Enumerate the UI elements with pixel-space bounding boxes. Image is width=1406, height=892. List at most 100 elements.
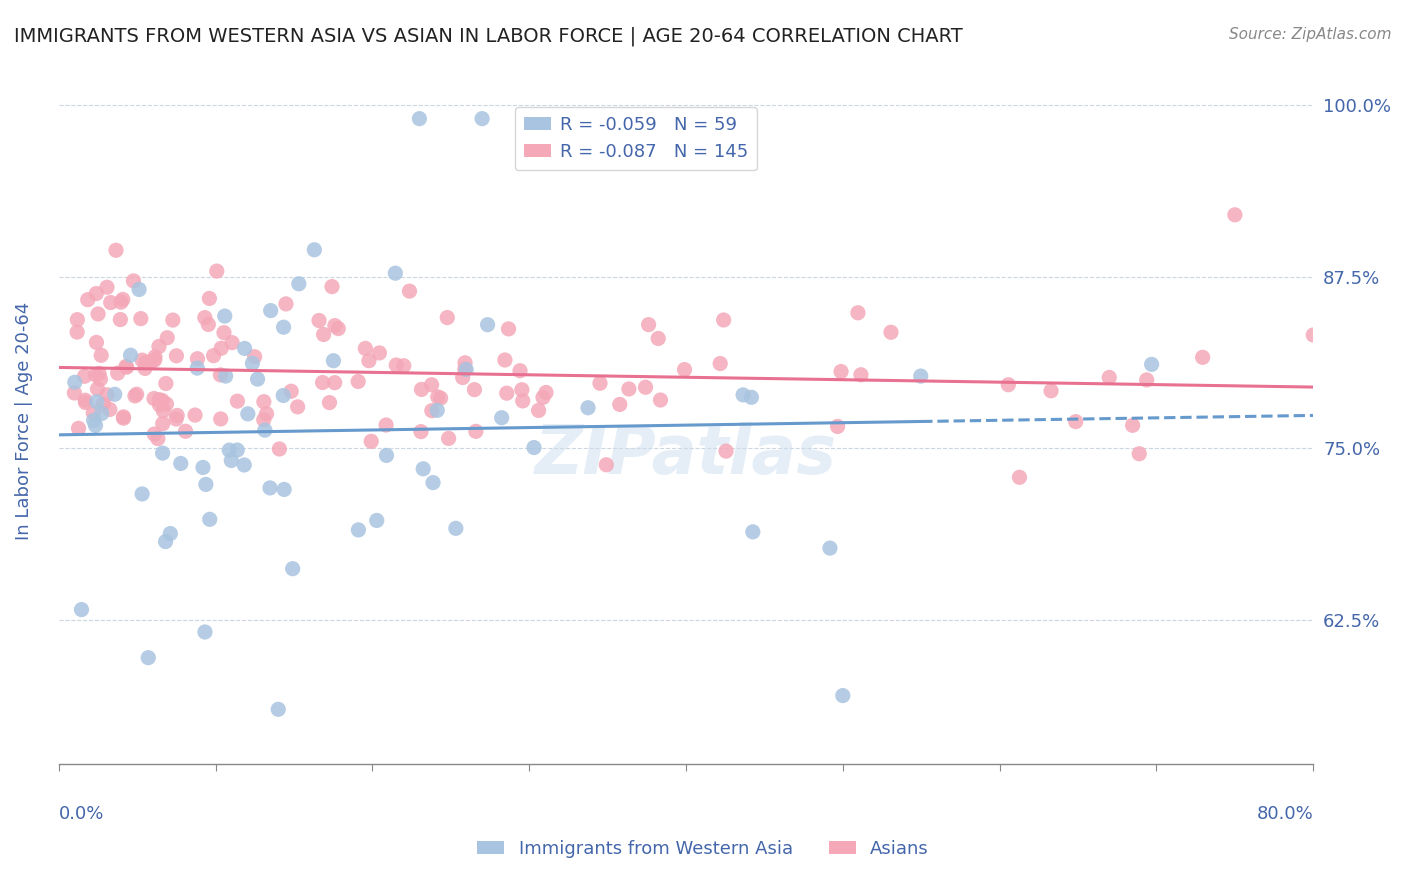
Point	[115, 359, 138, 374]
Point	[846, 306, 869, 320]
Point	[385, 358, 408, 372]
Point	[124, 389, 146, 403]
Point	[159, 526, 181, 541]
Point	[155, 397, 177, 411]
Point	[1136, 373, 1159, 387]
Point	[321, 279, 343, 293]
Point	[426, 390, 449, 404]
Point	[308, 313, 330, 327]
Text: ZIPatlas: ZIPatlas	[536, 422, 837, 488]
Point	[104, 387, 127, 401]
Point	[409, 425, 432, 439]
Point	[589, 376, 612, 391]
Point	[209, 412, 232, 426]
Point	[191, 460, 214, 475]
Point	[713, 313, 735, 327]
Point	[1098, 370, 1121, 384]
Point	[70, 602, 93, 616]
Point	[194, 625, 217, 640]
Point	[831, 689, 853, 703]
Point	[214, 309, 236, 323]
Point	[112, 411, 135, 425]
Point	[420, 403, 443, 417]
Point	[221, 335, 243, 350]
Point	[226, 394, 249, 409]
Point	[256, 407, 278, 421]
Point	[673, 362, 696, 376]
Point	[328, 321, 350, 335]
Point	[236, 407, 259, 421]
Point	[174, 424, 197, 438]
Point	[83, 413, 105, 427]
Point	[509, 364, 531, 378]
Point	[110, 295, 132, 310]
Point	[143, 427, 166, 442]
Point	[75, 393, 97, 408]
Point	[226, 443, 249, 458]
Point	[131, 353, 153, 368]
Text: Source: ZipAtlas.com: Source: ZipAtlas.com	[1229, 27, 1392, 42]
Point	[115, 360, 138, 375]
Point	[186, 351, 208, 366]
Point	[253, 394, 276, 409]
Point	[112, 409, 135, 424]
Point	[184, 408, 207, 422]
Point	[273, 483, 295, 497]
Y-axis label: In Labor Force | Age 20-64: In Labor Force | Age 20-64	[15, 301, 32, 540]
Point	[90, 407, 112, 421]
Point	[233, 458, 256, 472]
Point	[494, 353, 516, 368]
Point	[86, 286, 108, 301]
Point	[830, 365, 852, 379]
Point	[384, 266, 406, 280]
Point	[422, 475, 444, 490]
Point	[323, 318, 346, 333]
Point	[576, 401, 599, 415]
Point	[63, 386, 86, 401]
Point	[357, 353, 380, 368]
Point	[84, 368, 107, 382]
Point	[595, 458, 617, 472]
Point	[148, 339, 170, 353]
Point	[150, 393, 173, 408]
Point	[322, 353, 344, 368]
Point	[360, 434, 382, 449]
Point	[709, 357, 731, 371]
Point	[437, 431, 460, 445]
Point	[527, 403, 550, 417]
Point	[148, 398, 170, 412]
Point	[90, 348, 112, 362]
Point	[304, 243, 326, 257]
Point	[609, 397, 631, 411]
Point	[1040, 384, 1063, 398]
Point	[148, 392, 170, 407]
Point	[205, 264, 228, 278]
Point	[312, 327, 335, 342]
Point	[1302, 328, 1324, 343]
Point	[129, 311, 152, 326]
Point	[246, 372, 269, 386]
Point	[471, 112, 494, 126]
Point	[436, 310, 458, 325]
Point	[531, 391, 554, 405]
Point	[86, 394, 108, 409]
Point	[110, 312, 132, 326]
Point	[463, 383, 485, 397]
Point	[650, 392, 672, 407]
Point	[186, 361, 208, 376]
Point	[477, 318, 499, 332]
Point	[398, 284, 420, 298]
Point	[997, 377, 1019, 392]
Point	[86, 335, 108, 350]
Point	[456, 362, 478, 376]
Point	[267, 702, 290, 716]
Point	[273, 320, 295, 334]
Point	[323, 376, 346, 390]
Point	[218, 443, 240, 458]
Text: 80.0%: 80.0%	[1257, 805, 1313, 823]
Point	[269, 442, 291, 456]
Point	[93, 397, 115, 411]
Point	[464, 425, 486, 439]
Point	[98, 402, 121, 417]
Point	[165, 412, 187, 426]
